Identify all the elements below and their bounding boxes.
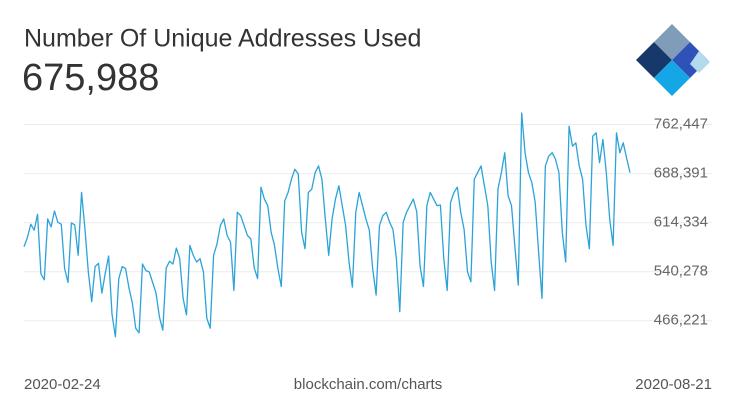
y-tick-label: 688,391 (654, 165, 708, 182)
y-tick-label: 540,278 (654, 263, 708, 280)
x-tick-label: 2020-02-24 (24, 376, 101, 393)
source-label: blockchain.com/charts (294, 376, 442, 393)
chart-title: Number Of Unique Addresses Used (24, 25, 421, 53)
y-tick-label: 466,221 (654, 312, 708, 329)
y-tick-label: 614,334 (654, 214, 708, 231)
x-tick-label: 2020-08-21 (635, 376, 712, 393)
headline-value: 675,988 (22, 57, 159, 99)
y-tick-label: 762,447 (654, 116, 708, 133)
logo (636, 24, 710, 96)
data-line (23, 112, 631, 338)
